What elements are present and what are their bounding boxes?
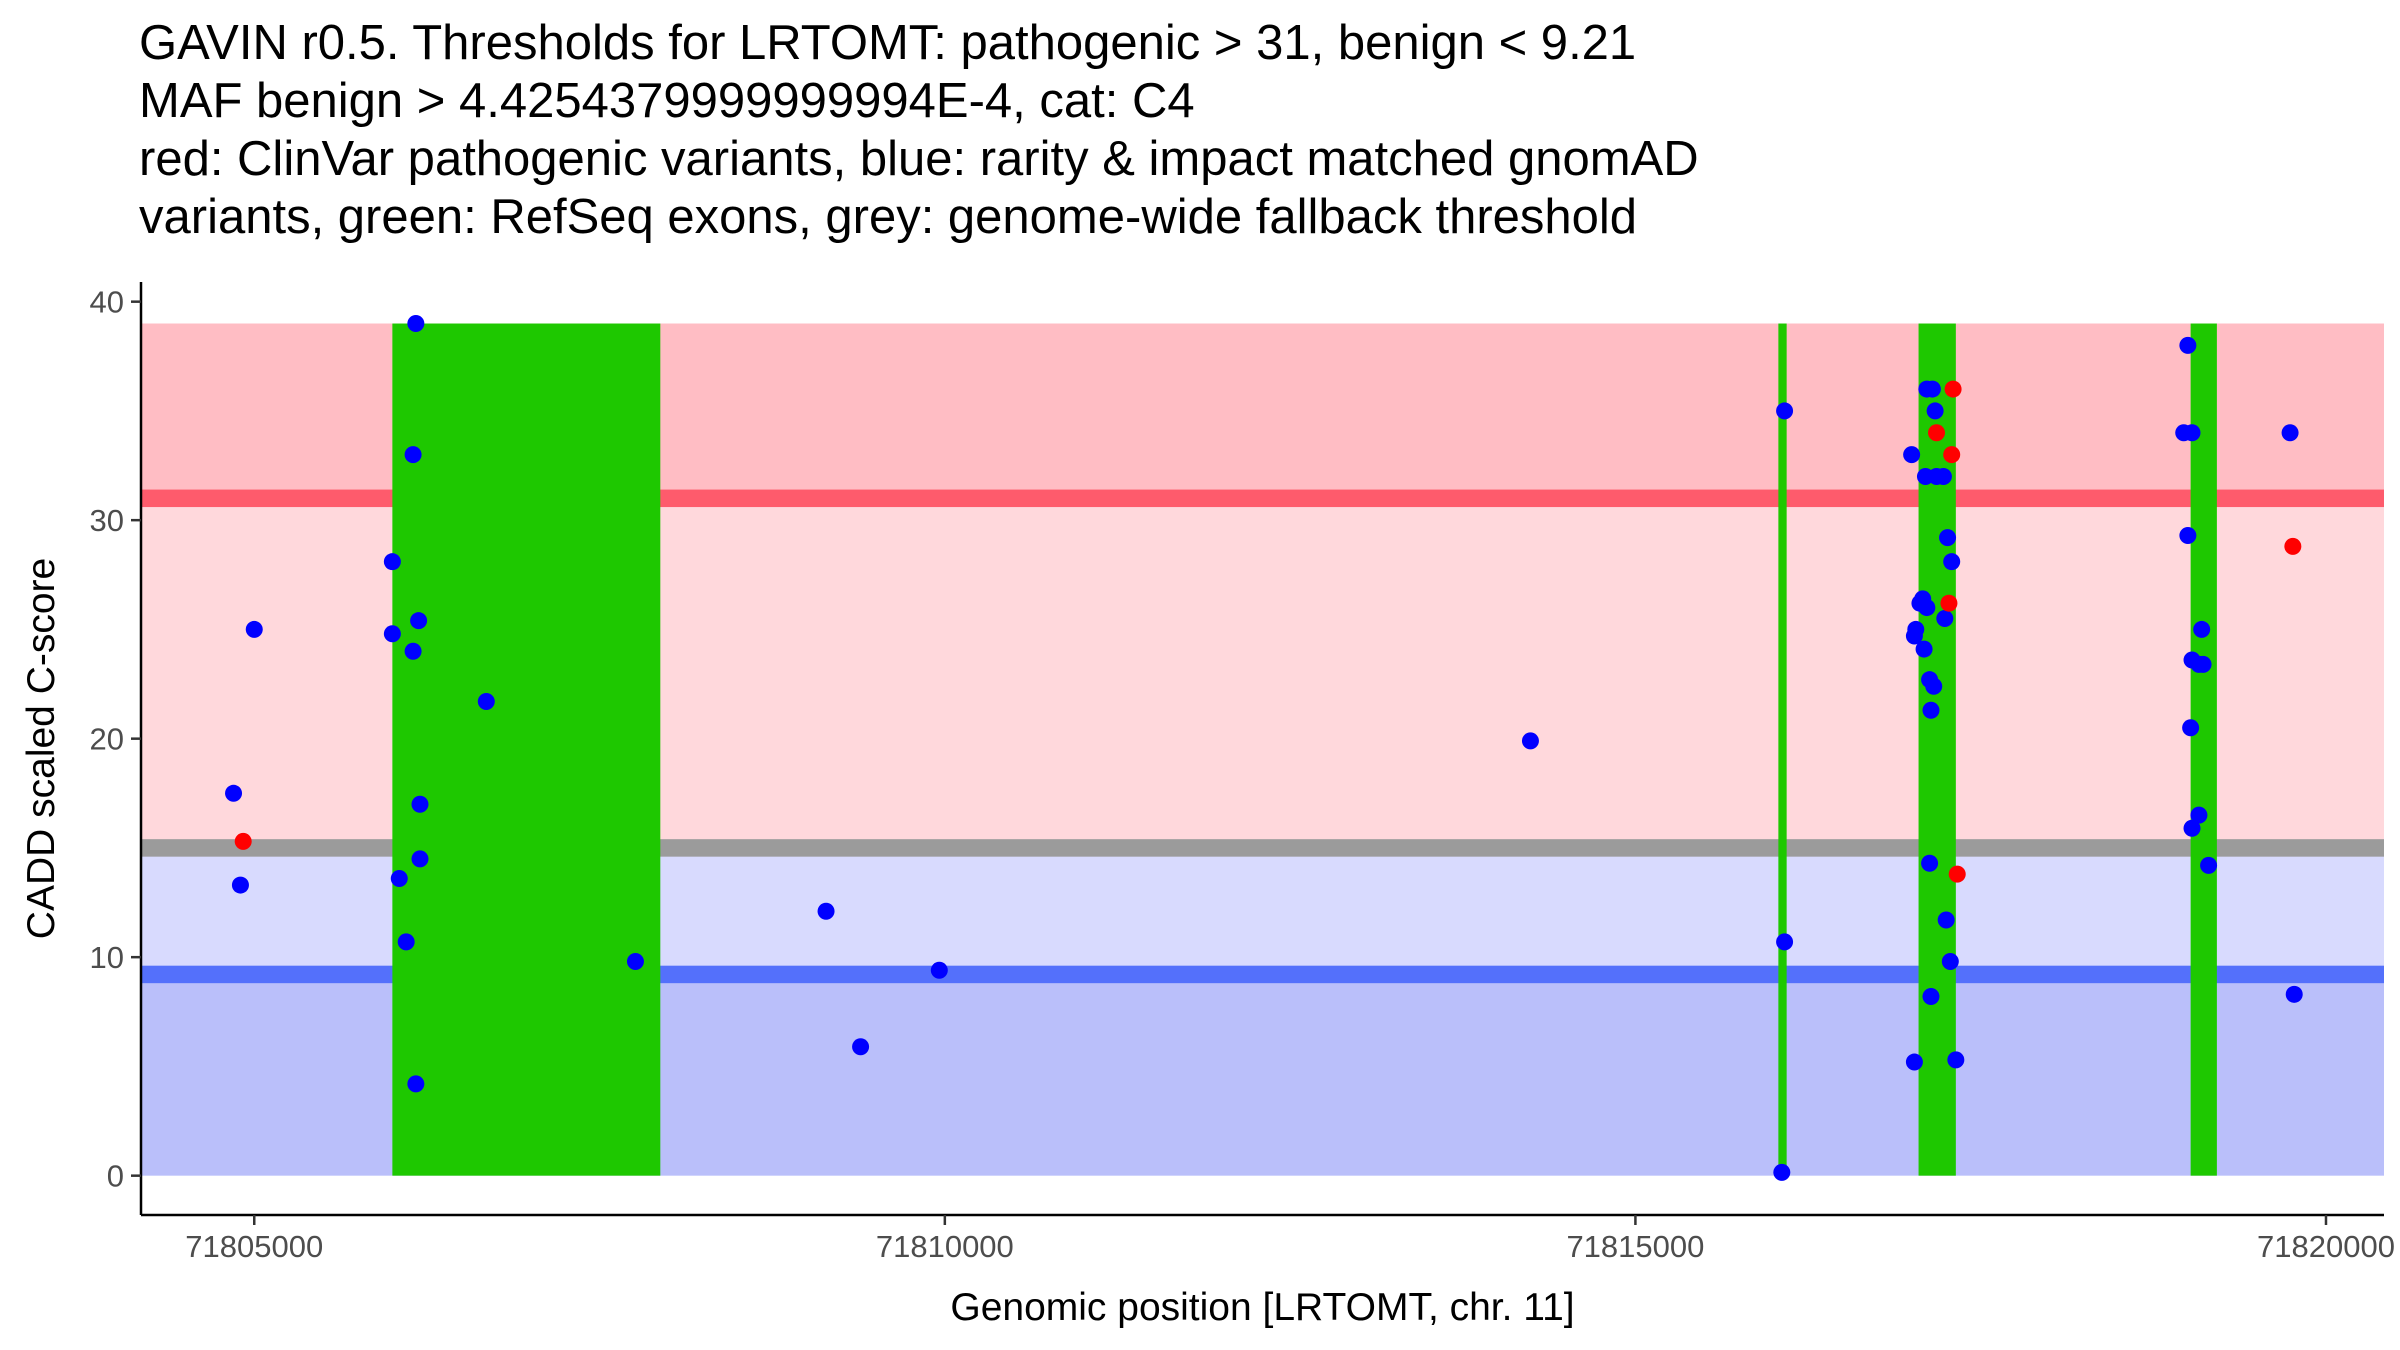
- gnomad-point-18: [852, 1038, 870, 1056]
- data-points: [225, 315, 2303, 1181]
- exon-bar-3: [1918, 323, 1956, 1176]
- y-tick-label-4: 30: [90, 503, 124, 538]
- gnomad-point-16: [626, 953, 644, 971]
- gnomad-point-23: [1773, 1163, 1791, 1181]
- fallback-threshold-line: [141, 839, 2384, 857]
- gnomad-point-59: [2183, 819, 2201, 837]
- gnomad-point-57: [2182, 719, 2200, 737]
- gnomad-point-41: [1943, 553, 1961, 571]
- gnomad-point-11: [404, 642, 422, 660]
- gnomad-point-24: [1903, 446, 1921, 464]
- gnomad-point-45: [1941, 953, 1959, 971]
- clinvar-point-6: [1948, 865, 1966, 883]
- y-tick-label-2: 10: [90, 940, 124, 975]
- gnomad-point-10: [410, 612, 428, 630]
- clinvar-point-3: [1928, 424, 1946, 442]
- x-tick-label-4: 71820000: [2257, 1229, 2395, 1264]
- y-tick-label-5: 40: [90, 285, 124, 320]
- gnomad-point-46: [1922, 987, 1940, 1005]
- y-tick-label-3: 20: [90, 722, 124, 757]
- gnomad-point-49: [2179, 336, 2197, 354]
- y-tick-label-1: 0: [107, 1159, 124, 1194]
- clinvar-point-7: [2284, 537, 2302, 555]
- gnomad-point-42: [1936, 609, 1954, 627]
- gnomad-point-40: [1939, 529, 1957, 547]
- gnomad-point-35: [1923, 380, 1941, 398]
- gnomad-point-2: [231, 876, 249, 894]
- gnomad-point-4: [383, 553, 401, 571]
- gnomad-point-17: [817, 902, 835, 920]
- gnomad-point-56: [2194, 655, 2212, 673]
- gnomad-point-7: [397, 933, 415, 951]
- gnomad-point-52: [2179, 526, 2197, 544]
- exon-bars: [392, 323, 2217, 1176]
- title-line-3: red: ClinVar pathogenic variants, blue: …: [139, 132, 1699, 186]
- gnomad-point-3: [245, 620, 263, 638]
- x-tick-label-3: 71815000: [1566, 1229, 1704, 1264]
- clinvar-point-5: [1940, 594, 1958, 612]
- gnomad-point-36: [1926, 402, 1944, 420]
- gnomad-point-61: [2281, 424, 2299, 442]
- gnomad-point-19: [930, 961, 948, 979]
- title-line-2: MAF benign > 4.4254379999999994E-4, cat:…: [139, 74, 1195, 128]
- title-line-1: GAVIN r0.5. Thresholds for LRTOMT: patho…: [139, 16, 1637, 70]
- pathogenic-threshold-line: [141, 489, 2384, 508]
- gnomad-point-51: [2183, 424, 2201, 442]
- gnomad-point-21: [1776, 402, 1794, 420]
- x-tick-label-2: 71810000: [876, 1229, 1014, 1264]
- gnomad-point-12: [411, 795, 429, 813]
- gnomad-point-39: [1934, 467, 1952, 485]
- gnomad-point-8: [407, 315, 425, 333]
- gnomad-point-20: [1521, 732, 1539, 750]
- gnomad-point-9: [404, 446, 422, 464]
- chart-title: GAVIN r0.5. Thresholds for LRTOMT: patho…: [139, 14, 2339, 246]
- clinvar-point-2: [1944, 380, 1962, 398]
- gnomad-point-26: [1907, 620, 1925, 638]
- gnomad-point-55: [2193, 620, 2211, 638]
- gnomad-point-13: [411, 850, 429, 868]
- gnomad-point-60: [2200, 856, 2218, 874]
- gnomad-point-6: [390, 870, 408, 888]
- gnomad-point-14: [407, 1075, 425, 1093]
- gnomad-point-48: [1947, 1051, 1965, 1069]
- gnomad-point-32: [1925, 677, 1943, 695]
- x-tick-label-1: 71805000: [185, 1229, 323, 1264]
- clinvar-point-4: [1943, 446, 1961, 464]
- gnomad-point-30: [1915, 640, 1933, 658]
- y-axis-title: CADD scaled C-score: [20, 558, 63, 939]
- exon-bar-2: [1778, 323, 1787, 1176]
- gnomad-point-5: [383, 625, 401, 643]
- gnomad-point-47: [1905, 1053, 1923, 1071]
- benign-threshold-line: [141, 965, 2384, 984]
- x-axis-title: Genomic position [LRTOMT, chr. 11]: [950, 1286, 1574, 1329]
- gnomad-point-62: [2285, 985, 2303, 1003]
- gnomad-point-44: [1937, 911, 1955, 929]
- title-line-4: variants, green: RefSeq exons, grey: gen…: [139, 190, 1638, 244]
- clinvar-point-1: [234, 832, 252, 850]
- gnomad-point-22: [1776, 933, 1794, 951]
- axes: 71805000 71810000 71815000 71820000 0 10 20 30 4…: [90, 282, 2395, 1264]
- gnomad-point-58: [2190, 806, 2208, 824]
- gnomad-point-15: [477, 693, 495, 711]
- exon-bar-1: [392, 323, 661, 1176]
- exon-bar-4: [2190, 323, 2217, 1176]
- gnomad-point-1: [225, 784, 243, 802]
- gnomad-point-33: [1922, 701, 1940, 719]
- gnomad-point-43: [1921, 854, 1939, 872]
- gnomad-point-29: [1918, 599, 1936, 617]
